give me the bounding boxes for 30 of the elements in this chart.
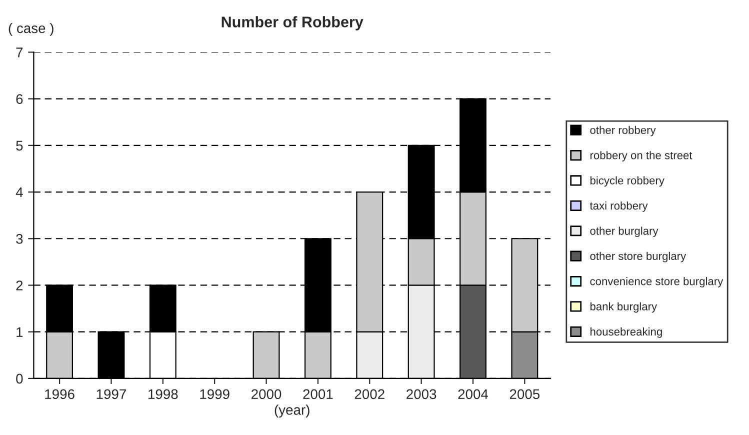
y-tick-label: 5	[16, 140, 23, 151]
x-tick-label: 2000	[252, 389, 282, 400]
legend-label: robbery on the street	[590, 151, 692, 162]
x-tick-label: 2003	[406, 389, 436, 400]
y-axis-title: ( case )	[8, 22, 54, 36]
x-tick-label: 2001	[303, 389, 333, 400]
y-tick-label: 7	[16, 48, 23, 58]
x-tick-label: 2005	[510, 389, 540, 400]
x-tick-label: 2002	[354, 389, 384, 400]
legend-label: convenience store burglary	[590, 277, 724, 288]
y-tick-label: 4	[16, 188, 23, 198]
legend-label: other store burglary	[590, 252, 686, 262]
legend-label: other burglary	[590, 226, 658, 238]
y-tick-label: 6	[16, 94, 23, 104]
legend-label: other robbery	[590, 126, 656, 136]
x-tick-label: 1996	[45, 389, 74, 400]
y-tick-label: 3	[16, 234, 23, 244]
y-tick-label: 0	[16, 374, 23, 384]
legend-label: housebreaking	[590, 327, 662, 338]
x-tick-label: 1998	[148, 389, 178, 400]
y-tick-label: 1	[16, 327, 23, 337]
y-tick-label: 2	[16, 280, 23, 290]
legend-label: taxi robbery	[590, 201, 648, 212]
x-tick-label: 1997	[96, 389, 126, 400]
legend-label: bicycle robbery	[590, 176, 664, 187]
x-tick-label: 2004	[458, 389, 488, 400]
chart-title: Number of Robbery	[222, 16, 364, 30]
x-tick-label: 1999	[200, 389, 230, 400]
x-axis-title: (year)	[274, 404, 310, 418]
legend-label: bank burglary	[590, 302, 658, 313]
